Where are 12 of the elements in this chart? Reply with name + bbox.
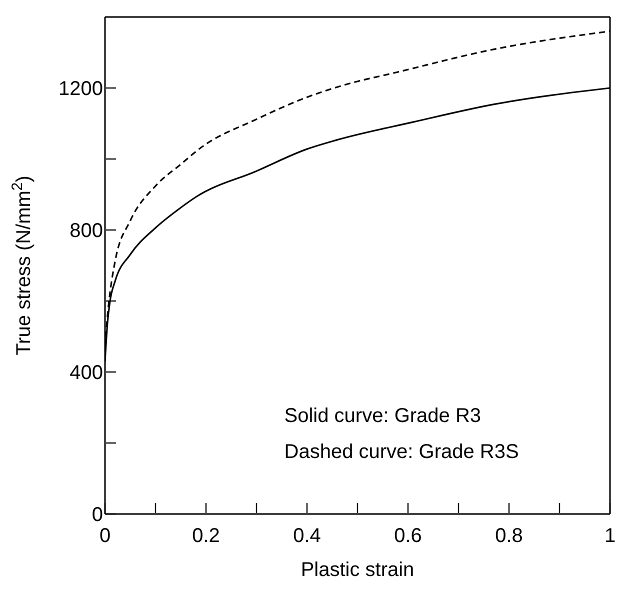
annotation: Dashed curve: Grade R3S [284,441,519,464]
x-axis-title: Plastic strain [300,559,414,581]
y-tick-label: 400 [70,362,103,384]
y-tick-label: 0 [92,504,103,526]
y-tick-label: 800 [70,220,103,242]
x-tick-label: 0.4 [293,525,321,547]
x-tick-label: 0.2 [192,525,220,547]
x-tick-label: 0.8 [495,525,523,547]
x-tick-label: 1 [604,525,616,547]
x-tick-label: 0.6 [394,525,422,547]
annotation: Solid curve: Grade R3 [284,405,482,428]
y-tick-label: 1200 [58,78,103,100]
